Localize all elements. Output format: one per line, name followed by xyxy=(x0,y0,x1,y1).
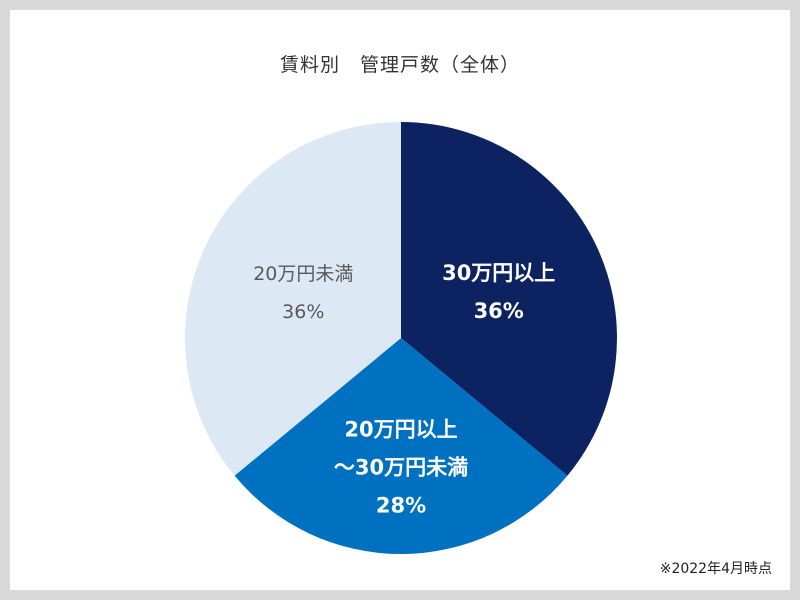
pie-slice-category: 30万円以上 xyxy=(442,261,555,285)
pie-slice-category: ～30万円未満 xyxy=(334,456,468,480)
pie-slice-label-1: 30万円以上 36% xyxy=(442,261,555,323)
pie-chart: 30万円以上 36% 20万円以上 ～30万円未満 28% 20万円未満 36% xyxy=(185,122,617,554)
chart-panel: 賃料別 管理戸数（全体） 30万円以上 36% 20万円以上～30万円未満 28% 20… xyxy=(10,10,790,590)
pie-slice-label-2: 20万円以上 ～30万円未満 28% xyxy=(334,418,468,518)
pie-slice-value: 36% xyxy=(474,299,524,323)
pie-slice-label-3: 20万円未満 36% xyxy=(253,263,353,323)
pie-slice-3 xyxy=(185,122,401,476)
pie-slice-1 xyxy=(401,122,617,476)
chart-title: 賃料別 管理戸数（全体） xyxy=(279,54,520,76)
date-note: ※2022年4月時点 xyxy=(659,561,772,577)
pie-slice-category: 20万円以上 xyxy=(344,418,457,442)
pie-slice-value: 36% xyxy=(282,301,324,323)
pie-slice-category: 20万円未満 xyxy=(253,263,353,285)
pie-slice-2 xyxy=(234,338,568,554)
pie-slice-value: 28% xyxy=(376,494,426,518)
